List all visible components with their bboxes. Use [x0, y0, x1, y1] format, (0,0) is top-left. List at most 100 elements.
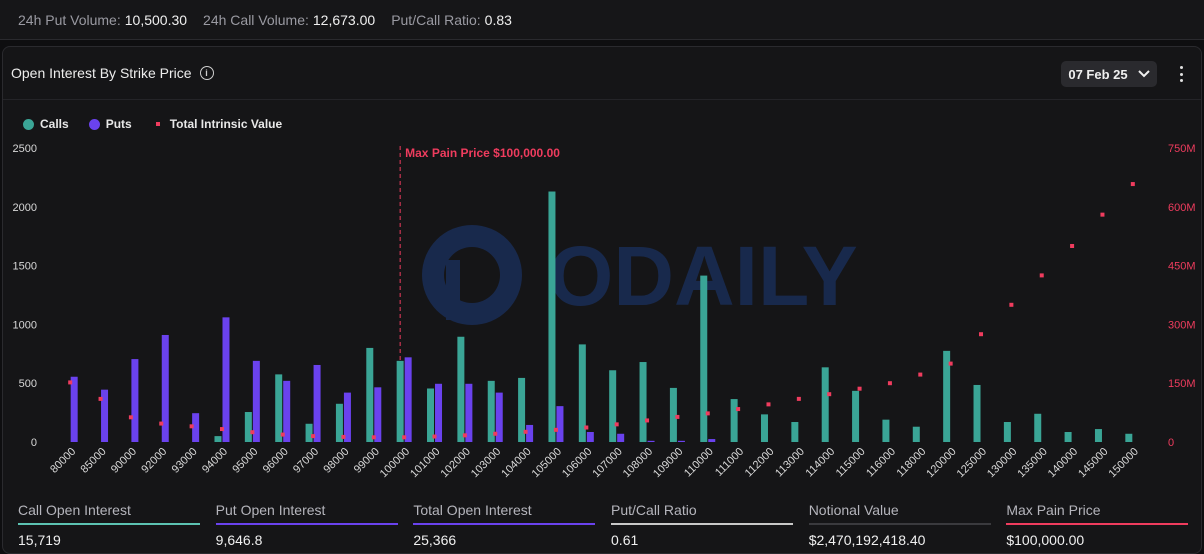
calls-bar [518, 377, 526, 442]
x-tick-label: 150000 [1106, 446, 1140, 480]
open-interest-card: Open Interest By Strike Price i 07 Feb 2… [2, 46, 1202, 554]
y-right-tick-label: 600M [1168, 202, 1196, 214]
intrinsic-value-point [705, 411, 710, 416]
x-tick-label: 98000 [321, 446, 351, 476]
legend-intrinsic[interactable]: Total Intrinsic Value [152, 117, 282, 131]
stat-label: Put/Call Ratio [611, 502, 697, 518]
x-tick-label: 97000 [291, 446, 321, 476]
puts-bar [313, 364, 321, 442]
y-right-tick-label: 300M [1168, 319, 1196, 331]
chart-legend: Calls Puts Total Intrinsic Value [23, 117, 282, 131]
intrinsic-value-point [948, 361, 953, 366]
x-tick-label: 114000 [803, 446, 837, 480]
puts-bar [192, 413, 200, 442]
stat-underline [808, 523, 991, 525]
calls-bar [730, 399, 738, 442]
intrinsic-value-point [280, 432, 285, 437]
x-tick-label: 109000 [651, 446, 685, 480]
puts-bar [161, 334, 169, 442]
calls-bar [882, 419, 890, 442]
calls-bar [1125, 433, 1133, 442]
intrinsic-value-point [189, 424, 194, 429]
calls-bar [487, 380, 495, 442]
y-right-tick-label: 750M [1168, 143, 1196, 155]
intrinsic-value-point [523, 429, 528, 434]
intrinsic-value-point [128, 415, 133, 420]
stat-underline [413, 523, 596, 525]
stat-value: $100,000.00 [1006, 532, 1085, 548]
intrinsic-value-point [341, 434, 346, 439]
legend-intrinsic-label: Total Intrinsic Value [169, 117, 283, 131]
intrinsic-value-point [462, 433, 467, 438]
legend-calls[interactable]: Calls [23, 117, 69, 131]
stat-put-oi: Put Open Interest 9,646.8 [215, 496, 414, 554]
calls-bar [244, 412, 252, 442]
x-tick-label: 110000 [682, 446, 716, 480]
calls-bar [396, 360, 404, 442]
puts-bar [101, 389, 109, 442]
x-tick-label: 102000 [439, 446, 473, 480]
intrinsic-value-point [159, 421, 164, 426]
x-tick-label: 130000 [985, 446, 1019, 480]
info-icon[interactable]: i [199, 66, 214, 80]
x-tick-label: 85000 [79, 446, 109, 476]
calls-bar [821, 367, 829, 442]
x-tick-label: 145000 [1076, 446, 1110, 480]
x-tick-label: 118000 [895, 446, 929, 480]
x-tick-label: 94000 [200, 446, 230, 476]
intrinsic-value-point [219, 427, 224, 432]
y-left-tick-label: 1000 [13, 319, 37, 331]
calls-bar [1094, 429, 1102, 442]
puts-bar [495, 392, 503, 442]
calls-bar [760, 414, 768, 442]
x-tick-label: 93000 [170, 446, 200, 476]
intrinsic-value-point [887, 381, 892, 386]
puts-bar [556, 406, 564, 442]
puts-bar [374, 387, 382, 442]
watermark-logo: ODAILY [422, 225, 858, 325]
legend-puts-label: Puts [105, 117, 132, 131]
volume-summary-bar: 24h Put Volume: 10,500.30 24h Call Volume… [0, 0, 1204, 40]
intrinsic-value-point [675, 414, 680, 419]
intrinsic-value-point [1070, 244, 1075, 248]
stat-put-call-ratio: Put/Call Ratio 0.61 [611, 496, 809, 554]
expiry-date-dropdown[interactable]: 07 Feb 25 [1061, 61, 1157, 87]
stat-notional-value: Notional Value $2,470,192,418.40 [808, 496, 1007, 554]
x-tick-label: 104000 [499, 446, 533, 480]
x-tick-label: 106000 [560, 446, 594, 480]
y-right-tick-label: 150M [1168, 378, 1196, 390]
calls-bar [427, 388, 435, 442]
x-tick-label: 115000 [834, 446, 868, 480]
legend-puts[interactable]: Puts [88, 117, 132, 131]
call-volume-stat: 24h Call Volume: 12,673.00 [203, 12, 375, 28]
puts-bar [617, 433, 625, 442]
x-tick-label: 92000 [139, 446, 169, 476]
stat-underline [215, 523, 398, 525]
puts-bar [465, 383, 473, 442]
put-volume-stat: 24h Put Volume: 10,500.30 [18, 12, 187, 28]
calls-bar [973, 384, 981, 442]
calls-bar [1003, 422, 1011, 442]
calls-bar [1034, 413, 1042, 442]
stat-label: Notional Value [808, 502, 899, 518]
y-left-tick-label: 2500 [13, 143, 37, 155]
calls-bar [669, 387, 677, 442]
puts-bar [252, 360, 260, 442]
card-header: Open Interest By Strike Price i [11, 65, 214, 81]
intrinsic-value-point [68, 380, 73, 385]
intrinsic-value-point [584, 425, 589, 430]
x-tick-label: 107000 [590, 446, 624, 480]
puts-bar [708, 439, 716, 442]
puts-bar [222, 317, 230, 442]
kebab-menu-icon[interactable] [1175, 63, 1187, 85]
expiry-date-label: 07 Feb 25 [1068, 66, 1128, 82]
x-tick-label: 135000 [1015, 446, 1049, 480]
calls-bar [852, 390, 860, 442]
intrinsic-value-point [736, 407, 741, 412]
intrinsic-value-point [1130, 182, 1135, 187]
open-interest-chart: ODAILY 0 500 1000 1500 2000 2500 0 150M 300M 450M 6… [13, 143, 1196, 480]
puts-bar [647, 440, 655, 442]
y-left-tick-label: 1500 [13, 261, 37, 273]
y-left-tick-label: 500 [19, 378, 37, 390]
intrinsic-value-point [979, 332, 984, 337]
